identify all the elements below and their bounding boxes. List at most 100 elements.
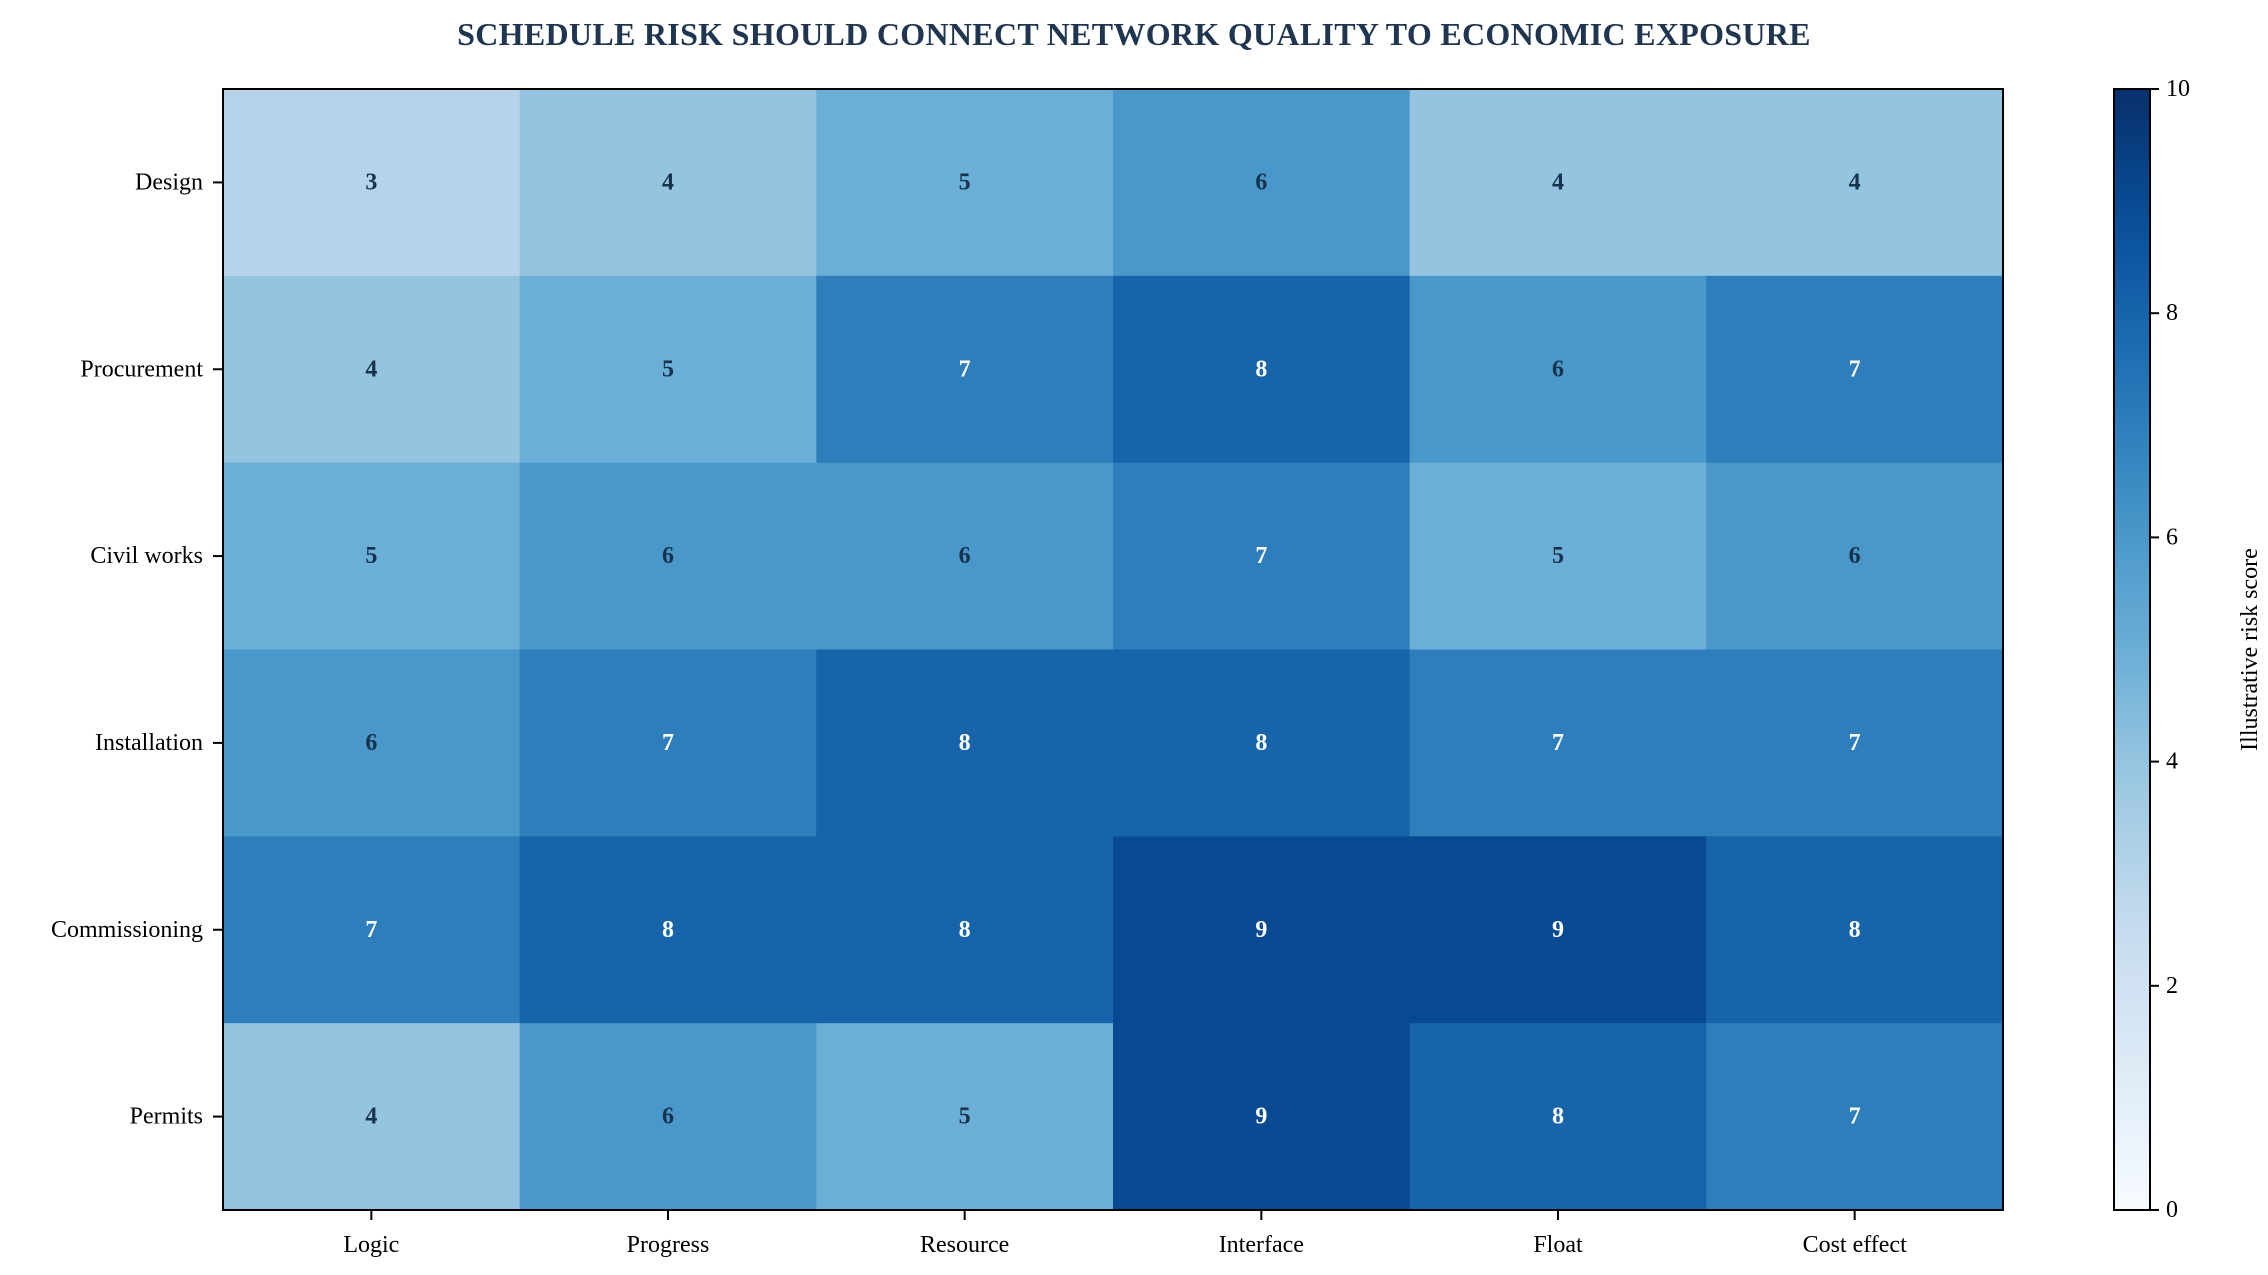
- heatmap-cell-2-1: [519, 462, 817, 651]
- y-tick-label-5: Permits: [130, 1104, 203, 1130]
- heatmap-cell-5-4: [1409, 1023, 1707, 1211]
- heatmap-cell-3-4: [1409, 649, 1707, 837]
- heatmap-cell-label-2-1: 6: [662, 543, 674, 569]
- heatmap-cell-label-4-1: 8: [662, 917, 674, 943]
- heatmap-cells: [223, 89, 2004, 1211]
- heatmap-cell-5-0: [223, 1023, 521, 1211]
- heatmap-cell-2-4: [1409, 462, 1707, 651]
- heatmap-cell-label-3-3: 8: [1255, 730, 1267, 756]
- heatmap-cell-label-3-4: 7: [1552, 730, 1564, 756]
- heatmap-cell-3-1: [519, 649, 817, 837]
- heatmap-cell-1-5: [1706, 275, 2004, 464]
- heatmap-cell-5-5: [1706, 1023, 2004, 1211]
- colorbar-tick-label-0: 0: [2166, 1197, 2178, 1223]
- heatmap-cell-label-2-5: 6: [1849, 543, 1861, 569]
- heatmap-cell-label-4-4: 9: [1552, 917, 1564, 943]
- heatmap-cell-label-2-2: 6: [959, 543, 971, 569]
- y-tick-label-2: Civil works: [90, 543, 203, 569]
- heatmap-cell-label-1-1: 5: [662, 356, 674, 382]
- heatmap-cell-label-5-5: 7: [1849, 1104, 1861, 1130]
- heatmap-cell-label-0-1: 4: [662, 169, 674, 195]
- heatmap-cell-label-0-3: 6: [1255, 169, 1267, 195]
- x-tick-label-1: Progress: [627, 1232, 710, 1258]
- heatmap-cell-5-2: [816, 1023, 1114, 1211]
- heatmap-cell-label-4-0: 7: [365, 917, 377, 943]
- y-axis: Design Procurement Civil works Installation…: [51, 169, 223, 1130]
- colorbar-tick-label-4: 8: [2166, 300, 2178, 326]
- x-tick-label-4: Float: [1533, 1232, 1583, 1258]
- heatmap-cell-label-1-0: 4: [365, 356, 377, 382]
- x-tick-label-0: Logic: [343, 1232, 399, 1258]
- heatmap-cell-label-0-5: 4: [1849, 169, 1861, 195]
- heatmap-cell-4-2: [816, 836, 1114, 1024]
- heatmap-cell-label-4-2: 8: [959, 917, 971, 943]
- heatmap-cell-label-1-4: 6: [1552, 356, 1564, 382]
- heatmap-cell-1-2: [816, 275, 1114, 464]
- heatmap-cell-label-2-3: 7: [1255, 543, 1267, 569]
- heatmap-cell-3-2: [816, 649, 1114, 837]
- heatmap-cell-label-5-3: 9: [1255, 1104, 1267, 1130]
- colorbar-ticks: 0 2 4 6 8 10: [2150, 76, 2190, 1223]
- heatmap-cell-5-1: [519, 1023, 817, 1211]
- heatmap-cell-2-5: [1706, 462, 2004, 651]
- heatmap-cell-2-3: [1113, 462, 1411, 651]
- heatmap-cell-label-5-1: 6: [662, 1104, 674, 1130]
- heatmap-cell-4-4: [1409, 836, 1707, 1024]
- y-tick-label-4: Commissioning: [51, 917, 203, 943]
- heatmap-cell-4-3: [1113, 836, 1411, 1024]
- colorbar-tick-label-3: 6: [2166, 524, 2178, 550]
- heatmap-cell-3-5: [1706, 649, 2004, 837]
- heatmap-cell-3-0: [223, 649, 521, 837]
- y-tick-label-3: Installation: [95, 730, 203, 756]
- heatmap-cell-2-2: [816, 462, 1114, 651]
- chart-title: SCHEDULE RISK SHOULD CONNECT NETWORK QUA…: [457, 16, 1811, 52]
- heatmap-cell-label-3-2: 8: [959, 730, 971, 756]
- heatmap-cell-label-0-0: 3: [365, 169, 377, 195]
- heatmap-cell-label-0-2: 5: [959, 169, 971, 195]
- heatmap-cell-label-4-3: 9: [1255, 917, 1267, 943]
- heatmap-cell-labels: 3 4 5 6 4 4 4 5 7 8 6 7 5 6 6 7 5 6 6 7 8 8 7 7 7 8 8 9 9 8 4 6 5 9 8 7: [365, 169, 1860, 1129]
- colorbar-frame: [2113, 88, 2151, 1211]
- heatmap-cell-0-1: [519, 89, 817, 277]
- heatmap-cell-label-5-0: 4: [365, 1104, 377, 1130]
- x-tick-label-5: Cost effect: [1803, 1232, 1908, 1258]
- heatmap-cell-label-2-4: 5: [1552, 543, 1564, 569]
- heatmap-cell-5-3: [1113, 1023, 1411, 1211]
- y-tick-label-0: Design: [135, 169, 203, 195]
- heatmap-cell-0-0: [223, 89, 521, 277]
- heatmap-cell-label-5-2: 5: [959, 1104, 971, 1130]
- heatmap-cell-label-4-5: 8: [1849, 917, 1861, 943]
- heatmap-cell-label-3-5: 7: [1849, 730, 1861, 756]
- heatmap-cell-4-0: [223, 836, 521, 1024]
- colorbar-tick-label-2: 4: [2166, 749, 2178, 775]
- heatmap-cell-1-4: [1409, 275, 1707, 464]
- heatmap-cell-label-5-4: 8: [1552, 1104, 1564, 1130]
- heatmap-cell-4-5: [1706, 836, 2004, 1024]
- heatmap-cell-0-3: [1113, 89, 1411, 277]
- heatmap-cell-label-3-1: 7: [662, 730, 674, 756]
- x-axis: Logic Progress Resource Interface Float Cost …: [343, 1210, 1907, 1258]
- y-tick-label-1: Procurement: [80, 356, 203, 382]
- heatmap-cell-label-1-3: 8: [1255, 356, 1267, 382]
- colorbar-tick-label-1: 2: [2166, 973, 2178, 999]
- heatmap-cell-4-1: [519, 836, 817, 1024]
- heatmap-cell-1-1: [519, 275, 817, 464]
- heatmap-cell-2-0: [223, 462, 521, 651]
- heatmap-cell-1-0: [223, 275, 521, 464]
- colorbar-tick-label-5: 10: [2166, 76, 2190, 102]
- plot-frame: [222, 88, 2004, 1211]
- heatmap-cell-label-3-0: 6: [365, 730, 377, 756]
- x-tick-label-2: Resource: [920, 1232, 1009, 1258]
- heatmap-cell-label-1-5: 7: [1849, 356, 1861, 382]
- heatmap-cell-label-2-0: 5: [365, 543, 377, 569]
- heatmap-cell-3-3: [1113, 649, 1411, 837]
- colorbar: 0 2 4 6 8 10 Illustrative risk score: [2113, 76, 2263, 1223]
- x-tick-label-3: Interface: [1219, 1232, 1304, 1258]
- heatmap-cell-label-1-2: 7: [959, 356, 971, 382]
- heatmap-cell-1-3: [1113, 275, 1411, 464]
- heatmap-cell-0-2: [816, 89, 1114, 277]
- colorbar-gradient: [2114, 89, 2150, 1210]
- heatmap-cell-0-4: [1409, 89, 1707, 277]
